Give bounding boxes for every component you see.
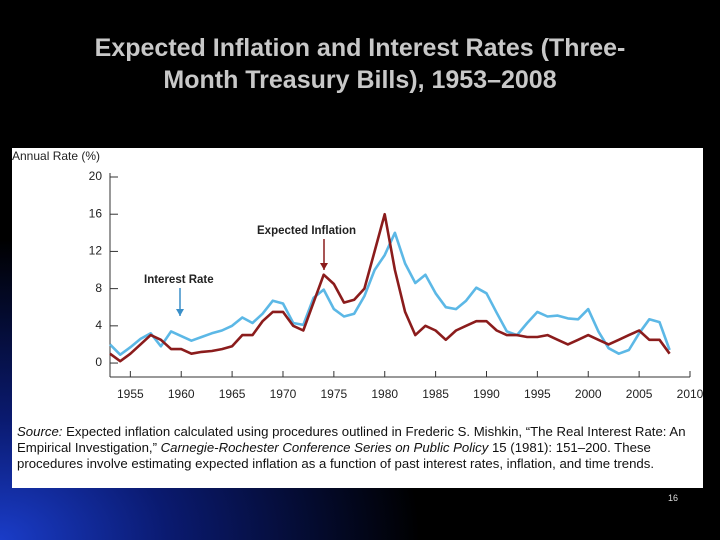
annotation: Expected Inflation <box>257 225 356 237</box>
y-tick-label: 20 <box>89 169 103 183</box>
slide-title: Expected Inflation and Interest Rates (T… <box>0 32 720 96</box>
x-tick-label: 2000 <box>575 387 602 401</box>
x-tick-label: 2010 <box>677 387 703 401</box>
y-tick-label: 0 <box>95 355 102 369</box>
x-tick-label: 1980 <box>371 387 398 401</box>
arrow-head <box>176 309 184 316</box>
source-text: Expected inflation calculated using proc… <box>17 424 686 455</box>
series-line <box>109 212 671 363</box>
source-journal: Carnegie-Rochester Conference Series on … <box>160 440 489 455</box>
chart: Annual Rate (%) 0 4 8 12 16 20 1955 1960 1965 197… <box>12 149 703 401</box>
y-axis-label: Annual Rate (%) <box>12 149 100 163</box>
y-tick-label: 12 <box>89 244 103 258</box>
x-tick-label: 1985 <box>422 387 449 401</box>
x-tick-label: 1960 <box>168 387 195 401</box>
x-tick-label: 2005 <box>626 387 653 401</box>
x-tick-label: 1955 <box>117 387 144 401</box>
x-tick-label: 1995 <box>524 387 551 401</box>
arrow-head <box>320 263 328 270</box>
annotation: Interest Rate <box>144 274 214 286</box>
x-tick-label: 1965 <box>219 387 246 401</box>
y-tick-label: 16 <box>89 206 103 220</box>
source-rest: 15 (1981): 151–200. These procedures inv… <box>17 440 655 471</box>
x-tick-label: 1990 <box>473 387 500 401</box>
x-tick-label: 1975 <box>321 387 348 401</box>
y-tick-label: 8 <box>95 281 102 295</box>
title-line: Expected Inflation and Interest Rates (T… <box>94 34 626 62</box>
page-number: 16 <box>667 493 678 503</box>
source-label: Source: <box>17 424 63 439</box>
chart-panel: Annual Rate (%) 0 4 8 12 16 20 1955 1960 1965 197… <box>12 148 703 488</box>
source-note: Source: Expected inflation calculated us… <box>17 424 697 472</box>
y-tick-label: 4 <box>95 318 102 332</box>
x-tick-label: 1970 <box>270 387 297 401</box>
title-line: Month Treasury Bills), 1953–2008 <box>163 66 557 94</box>
